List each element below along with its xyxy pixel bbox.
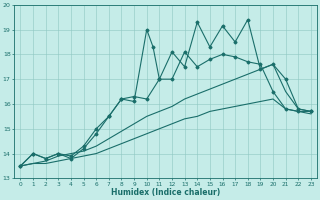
X-axis label: Humidex (Indice chaleur): Humidex (Indice chaleur) (111, 188, 220, 197)
